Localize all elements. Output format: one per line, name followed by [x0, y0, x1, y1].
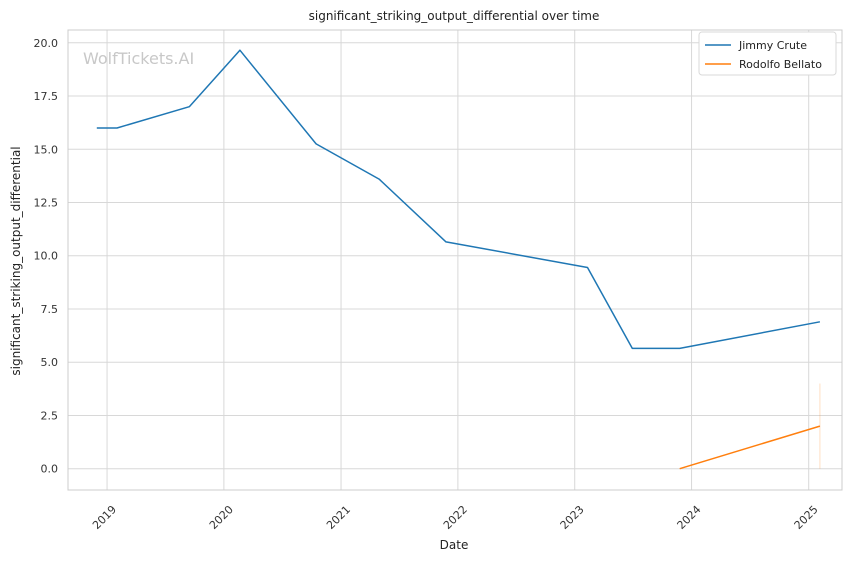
series-line-jimmy-crute: [96, 49, 821, 350]
x-tick-label: 2024: [675, 503, 704, 532]
watermark: WolfTickets.AI: [83, 49, 194, 68]
y-tick-label: 7.5: [41, 303, 59, 316]
x-axis-title: Date: [440, 538, 469, 552]
y-tick-label: 2.5: [41, 409, 59, 422]
legend: Jimmy Crute Rodolfo Bellato: [698, 31, 837, 76]
x-tick-label: 2022: [441, 503, 470, 532]
y-tick-label: 15.0: [34, 143, 59, 156]
series-line-rodolfo-bellato: [679, 425, 821, 470]
x-tick-label: 2021: [324, 503, 353, 532]
legend-label-rodolfo-bellato: Rodolfo Bellato: [739, 58, 822, 71]
plot-frame: [67, 29, 843, 491]
y-tick-label: 20.0: [34, 37, 59, 50]
legend-box: [698, 31, 837, 76]
y-tick-label: 5.0: [41, 356, 59, 369]
y-tick-label: 12.5: [34, 197, 59, 210]
y-axis-title: significant_striking_output_differential: [9, 146, 23, 375]
x-tick-label: 2023: [558, 503, 587, 532]
tick-labels: 0.0 2.5 5.0 7.5 10.0 12.5 15.0 17.5 20.0 2019 2020…: [34, 37, 821, 532]
y-tick-label: 10.0: [34, 250, 59, 263]
legend-label-jimmy-crute: Jimmy Crute: [738, 39, 807, 52]
x-tick-label: 2020: [207, 503, 236, 532]
chart-title: significant_striking_output_differential…: [309, 9, 600, 23]
x-tick-label: 2025: [792, 503, 821, 532]
series-layer: [96, 49, 821, 470]
y-tick-label: 17.5: [34, 90, 59, 103]
grid: [68, 30, 842, 490]
plot-border: [67, 29, 843, 491]
y-tick-label: 0.0: [41, 463, 59, 476]
x-tick-label: 2019: [90, 503, 119, 532]
